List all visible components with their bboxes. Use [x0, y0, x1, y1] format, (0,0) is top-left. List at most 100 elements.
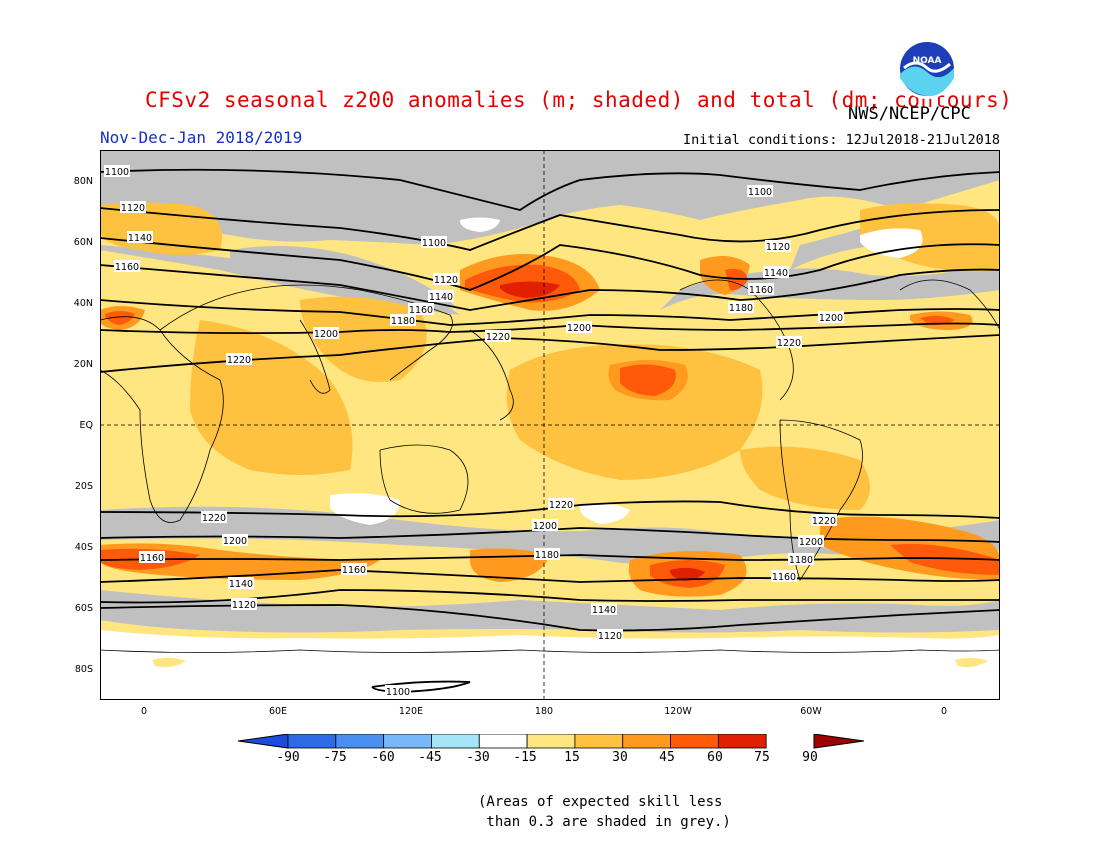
white-south-2 [580, 503, 630, 524]
contour-1100-north [100, 168, 1000, 211]
skill-footnote: (Areas of expected skill less than 0.3 a… [478, 794, 731, 830]
contour-label: 1220 [202, 513, 226, 524]
lat-label: EQ [80, 420, 93, 431]
colorbar-label: -60 [371, 750, 395, 765]
logo-text: NOAA [913, 56, 942, 66]
grey-skill-south-1 [100, 506, 1000, 565]
colorbar-label: -30 [466, 750, 490, 765]
colorbar-box [574, 734, 624, 749]
contour-label: 1100 [386, 687, 410, 698]
anom-asia-white [460, 217, 500, 232]
forecast-period: Nov-Dec-Jan 2018/2019 [100, 128, 303, 147]
antarctic-white [100, 630, 1000, 700]
lat-label: 60S [75, 603, 93, 614]
lat-label: 60N [74, 237, 93, 248]
colorbar-box [622, 734, 671, 749]
colorbar-label: 90 [802, 750, 818, 765]
colorbar-label: 60 [707, 750, 723, 765]
colorbar-box [717, 734, 767, 749]
colorbar-box [670, 734, 719, 749]
lon-label: 60W [800, 706, 822, 717]
contour-label: 1160 [342, 565, 366, 576]
contour-label: 1220 [227, 355, 251, 366]
contour-label: 1160 [749, 285, 773, 296]
contour-label: 1220 [549, 500, 573, 511]
contour-label: 1140 [592, 605, 616, 616]
contour-1220-north [100, 334, 1000, 373]
colorbar-arrow-left [238, 734, 289, 749]
anom-natl-white [860, 228, 923, 258]
lon-label: 0 [941, 706, 947, 717]
contour-1180-north [100, 299, 1000, 326]
contour-label: 1120 [434, 275, 458, 286]
colorbar-labels: -90 -75 -60 -45 -30 -15 15 30 45 60 75 9… [0, 750, 1100, 770]
map-panel: 1100 1100 1100 1120 1120 1120 1140 1140 … [100, 150, 1000, 700]
contour-label: 1120 [598, 631, 622, 642]
contour-label: 1140 [764, 268, 788, 279]
initial-conditions: Initial conditions: 12Jul2018-21Jul2018 [683, 132, 1000, 148]
grey-skill-eurasia [230, 246, 460, 310]
contour-label: 1120 [232, 600, 256, 611]
anom-antarctic-2 [955, 657, 988, 668]
contour-label: 1180 [535, 550, 559, 561]
anom-s-atl-east-60 [890, 544, 1000, 575]
contour-label: 1200 [799, 537, 823, 548]
contour-label: 1220 [486, 332, 510, 343]
lat-label: 40S [75, 542, 93, 553]
colorbar-box [335, 734, 385, 749]
contour-1100-south [371, 680, 471, 693]
colorbar-box [431, 734, 480, 749]
contour-1160-north [100, 264, 1000, 311]
colorbar-label: -45 [418, 750, 442, 765]
colorbar-arrow-right [813, 734, 864, 749]
latitude-axis: 80N 60N 40N 20N EQ 20S 40S 60S 80S [74, 176, 93, 675]
contour-1140-south [100, 589, 1000, 604]
lat-label: 40N [74, 298, 93, 309]
lon-label: 0 [141, 706, 147, 717]
contour-label: 1180 [729, 303, 753, 314]
contour-label: 1160 [115, 262, 139, 273]
lat-label: 80S [75, 664, 93, 675]
lon-label: 120W [664, 706, 692, 717]
grey-skill-south-2 [100, 590, 1000, 633]
lat-label: 20S [75, 481, 93, 492]
anom-antarctic-1 [152, 657, 186, 668]
contour-label: 1200 [567, 323, 591, 334]
contour-label: 1200 [223, 536, 247, 547]
noaa-logo-icon: NOAA [897, 39, 957, 99]
colorbar-box [383, 734, 432, 749]
colorbar-label: 15 [564, 750, 580, 765]
contour-label: 1140 [229, 579, 253, 590]
contour-label: 1220 [777, 338, 801, 349]
contour-1140-north [100, 237, 1000, 291]
agency-label: NWS/NCEP/CPC [848, 104, 971, 124]
contour-label: 1160 [772, 572, 796, 583]
colorbar-label: 45 [659, 750, 675, 765]
contour-label: 1140 [429, 292, 453, 303]
contour-1160-south [100, 569, 1000, 583]
lon-label: 60E [269, 706, 287, 717]
colorbar-boxes [287, 734, 767, 749]
colorbar-box [526, 734, 576, 749]
coastlines [100, 279, 1000, 653]
contour-label: 1120 [121, 203, 145, 214]
colorbar-box [287, 734, 337, 749]
contour-1220-south [100, 500, 1000, 519]
anom-e-europe-60 [105, 311, 135, 325]
colorbar-label: 30 [612, 750, 628, 765]
contour-label: 1100 [422, 238, 446, 249]
anom-npac-75 [500, 281, 560, 298]
lon-label: 180 [535, 706, 553, 717]
colorbar-label: -75 [323, 750, 347, 765]
grey-skill-na [660, 260, 1000, 310]
lon-label: 120E [399, 706, 423, 717]
contour-label: 1160 [140, 553, 164, 564]
contour-1120-north [100, 207, 1000, 251]
lat-label: 80N [74, 176, 93, 187]
contour-label: 1200 [314, 329, 338, 340]
contour-label: 1200 [819, 313, 843, 324]
contour-label-group: 1100 1100 1100 1120 1120 1120 1140 1140 … [104, 165, 844, 698]
contour-label: 1140 [128, 233, 152, 244]
colorbar-label: -15 [513, 750, 537, 765]
lat-label: 20N [74, 359, 93, 370]
